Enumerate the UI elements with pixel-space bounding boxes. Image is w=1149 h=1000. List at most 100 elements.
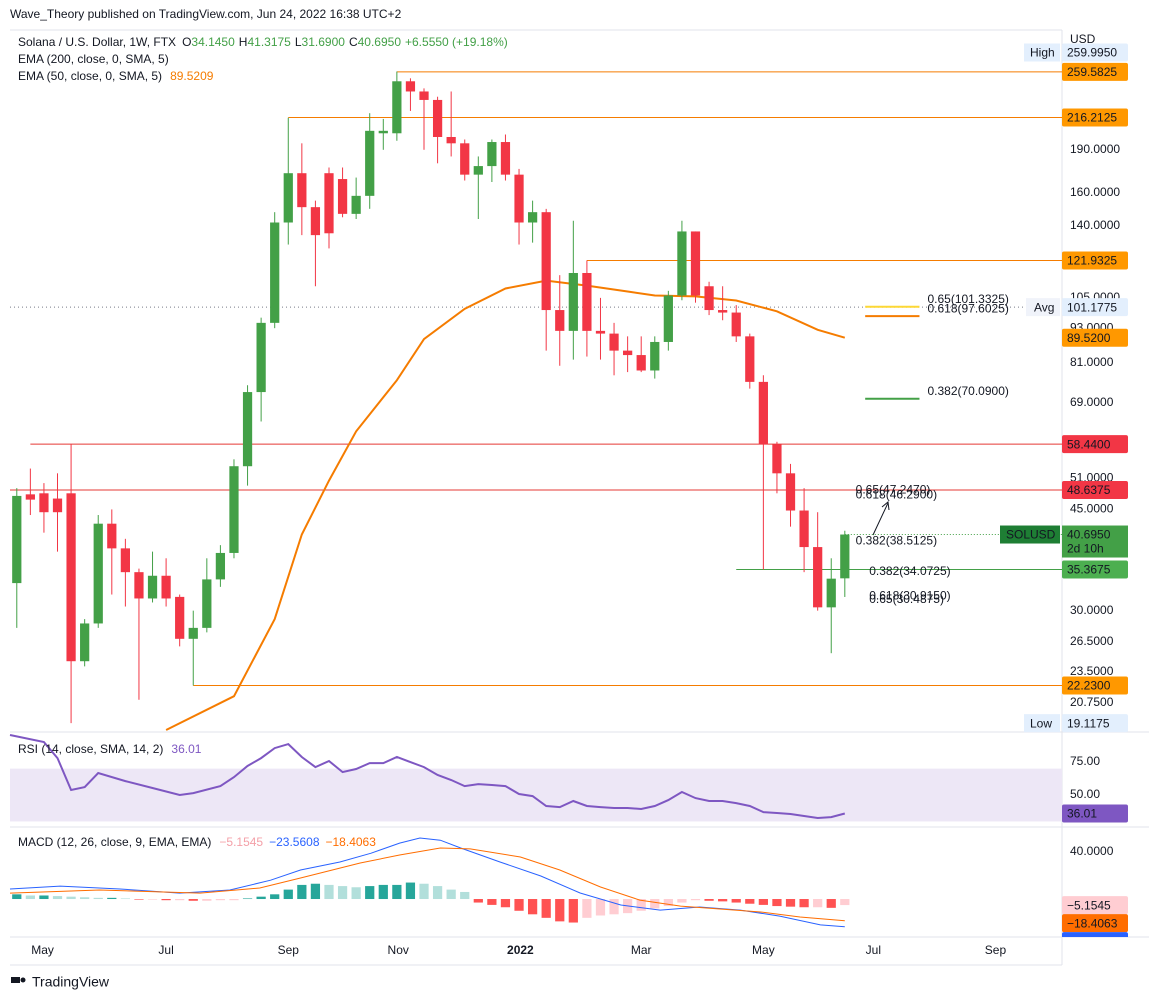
macd-tag-bg: [1062, 914, 1128, 933]
fib-label: 0.65(101.3325): [927, 292, 1008, 306]
legend: Solana / U.S. Dollar, 1W, FTX O34.1450 H41…: [18, 35, 508, 49]
currency: USD: [1070, 32, 1096, 46]
candle-body: [229, 466, 239, 553]
histogram-bar: [514, 899, 524, 911]
candle-body: [107, 523, 117, 549]
rsi-band: [10, 768, 1062, 822]
candle-body: [772, 444, 782, 474]
low_marker-tag-bg: [1062, 714, 1128, 733]
ohlc-key: H: [239, 35, 248, 49]
histogram-bar: [215, 899, 226, 901]
candle-body: [242, 392, 253, 467]
candle-body: [582, 272, 592, 331]
histogram-bar: [80, 897, 90, 900]
ohlc-value: 34.1450: [191, 35, 235, 49]
y-tick-label: 26.5000: [1070, 634, 1114, 648]
histogram-bar: [690, 899, 701, 901]
histogram-bar: [799, 899, 809, 908]
fib-label: 0.618(46.2900): [856, 488, 937, 502]
macd-title: MACD (12, 26, close, 9, EMA, EMA): [18, 835, 211, 849]
ema-line: [165, 279, 846, 731]
histogram-bar: [446, 889, 456, 900]
candle-body: [175, 596, 185, 639]
candle-body: [188, 627, 198, 639]
candle-body: [487, 142, 497, 167]
histogram-bar: [568, 899, 578, 923]
avg-tag-bg: [1062, 298, 1128, 317]
candle-body: [595, 330, 606, 334]
macd-line: [9, 847, 845, 922]
histogram-bar: [202, 899, 212, 901]
last-name: SOLUSD: [1006, 528, 1056, 542]
y-tick-label: 50.00: [1070, 787, 1100, 801]
macd-tag-bg: [1062, 896, 1128, 915]
histogram-bar: [609, 899, 619, 915]
histogram-bar: [704, 899, 714, 901]
macd-value: −18.4063: [326, 835, 377, 849]
y-tick-label: 30.0000: [1070, 603, 1114, 617]
histogram-bar: [297, 884, 307, 900]
histogram-bar: [283, 889, 293, 900]
candle-body: [813, 547, 823, 608]
histogram-bar: [405, 882, 416, 900]
low_marker-name: Low: [1030, 716, 1052, 730]
x-tick-label: Nov: [388, 943, 409, 957]
histogram-bar: [840, 899, 850, 906]
x-tick-label: May: [31, 943, 54, 957]
x-tick-label: Sep: [278, 943, 300, 957]
candle-body: [609, 333, 619, 351]
histogram-bar: [731, 899, 741, 903]
y-tick-label: 75.00: [1070, 754, 1100, 768]
logo: [11, 977, 26, 983]
x-tick-label: Jul: [158, 943, 173, 957]
histogram-bar: [500, 899, 511, 908]
price-tag-bg: [1062, 560, 1128, 579]
candle-body: [758, 381, 768, 445]
candle-body: [93, 523, 103, 624]
x-tick-label: 2022: [507, 943, 534, 957]
x-tick-label: Mar: [631, 943, 652, 957]
high_marker-tag: 259.9950: [1067, 46, 1117, 60]
macd-value: −23.5608: [269, 835, 320, 849]
price-tag: 121.9325: [1067, 254, 1117, 268]
histogram-bar: [527, 899, 538, 915]
candle-body: [840, 534, 850, 579]
ema-tag-bg: [1062, 328, 1128, 347]
histogram-bar: [677, 899, 687, 903]
y-tick-label: 20.7500: [1070, 695, 1114, 709]
countdown: 2d 10h: [1067, 542, 1104, 556]
fib-label: 0.618(97.6025): [927, 301, 1008, 315]
candle-body: [541, 212, 551, 311]
rsi-tag: 36.01: [1067, 807, 1097, 821]
histogram-bar: [256, 896, 266, 900]
y-tick-label: 40.0000: [1070, 844, 1114, 858]
ema-value: 89.5209: [170, 69, 214, 83]
candle-body: [677, 231, 687, 296]
ema-name: EMA (50, close, 0, SMA, 5): [18, 69, 162, 83]
high_marker-name: High: [1030, 46, 1055, 60]
x-tick-label: Sep: [985, 943, 1007, 957]
publisher: Wave_Theory published on TradingView.com…: [10, 7, 402, 21]
brand: TradingView: [32, 974, 110, 990]
candle-body: [39, 493, 49, 513]
histogram-bar: [487, 899, 497, 905]
histogram-bar: [650, 899, 660, 909]
candle-body: [202, 579, 212, 628]
histogram-bar: [758, 899, 768, 905]
ohlc-value: 40.6950: [358, 35, 402, 49]
price-tag-bg: [1062, 481, 1128, 500]
candle-body: [785, 473, 796, 511]
macd-tag: −5.1545: [1067, 898, 1111, 912]
price-tag: 58.4400: [1067, 437, 1111, 451]
low_marker-name-bg: [1024, 714, 1060, 733]
fib-label: 0.382(70.0900): [927, 384, 1008, 398]
symbol: Solana / U.S. Dollar, 1W, FTX: [18, 35, 176, 49]
histogram-bar: [310, 883, 321, 900]
last-tag-bg: [1062, 525, 1128, 558]
histogram-bar: [460, 891, 470, 900]
macd-legend: MACD (12, 26, close, 9, EMA, EMA) −5.1545…: [18, 835, 376, 849]
low_marker-tag: 19.1175: [1067, 716, 1110, 730]
macd-pane: 40.0000 −5.1545 −18.4063 −23.5608: [9, 837, 1128, 937]
price-tag: 35.3675: [1067, 563, 1111, 577]
candle-body: [66, 493, 76, 662]
